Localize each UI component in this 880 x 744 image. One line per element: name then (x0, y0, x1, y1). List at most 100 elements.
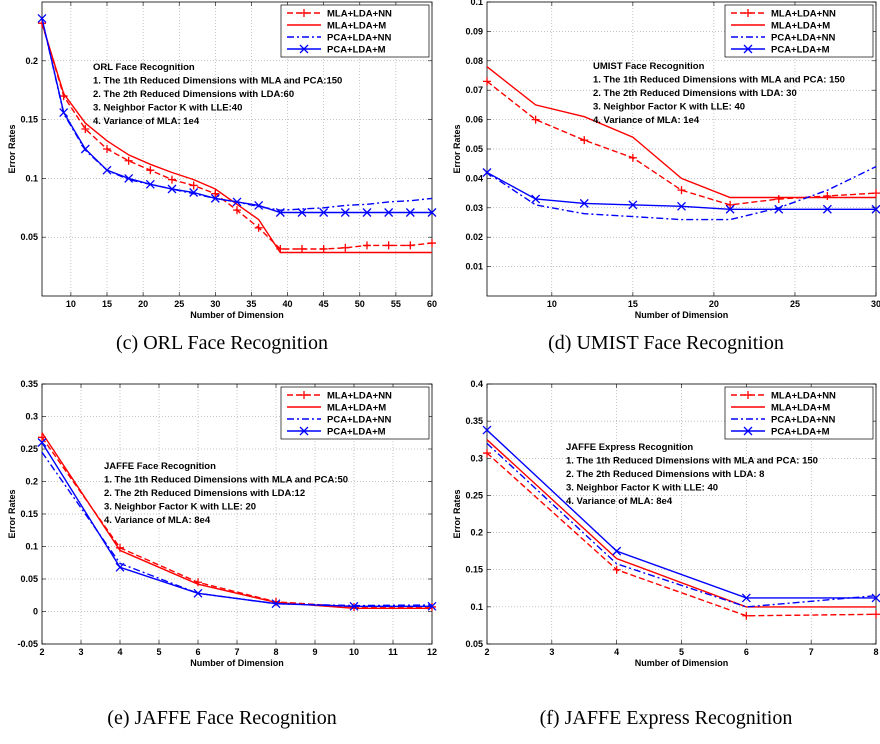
data-point-marker (59, 108, 69, 118)
data-point-marker (427, 208, 437, 217)
x-tick-label: 3 (78, 647, 83, 657)
x-tick-label: 25 (790, 299, 800, 309)
data-point-marker (37, 14, 47, 23)
y-tick-label: 0.03 (465, 203, 483, 213)
x-tick-label: 12 (427, 647, 437, 657)
data-point-marker (405, 208, 415, 217)
x-tick-label: 4 (117, 647, 122, 657)
data-point-marker (531, 115, 540, 124)
y-tick-label: -0.05 (17, 639, 38, 649)
chart-annotation: 4. Variance of MLA: 1e4 (593, 115, 700, 126)
y-tick-label: 0.07 (465, 85, 483, 95)
data-point-marker (482, 425, 492, 435)
data-point-marker (211, 189, 220, 198)
data-point-marker (81, 125, 90, 134)
y-axis-label: Error Rates (7, 489, 17, 538)
data-point-marker (189, 188, 199, 197)
data-point-marker (871, 593, 880, 603)
data-point-marker (189, 181, 198, 190)
legend-entry: MLA+LDA+NN (327, 9, 392, 20)
x-tick-label: 9 (312, 647, 317, 657)
y-tick-label: 0.15 (465, 565, 483, 575)
series-line-mla-lda-m (41, 22, 432, 254)
legend-entry: PCA+LDA+M (327, 45, 386, 56)
y-tick-label: 0 (33, 607, 38, 617)
series-line-pca-lda-m (41, 442, 432, 607)
data-point-marker (483, 449, 491, 458)
legend-entry: PCA+LDA+NN (327, 415, 392, 426)
data-point-marker (483, 77, 491, 86)
chart-annotation: 1. The 1th Reduced Dimensions with MLA a… (566, 456, 818, 467)
y-tick-label: 0.15 (20, 115, 38, 125)
x-tick-label: 50 (355, 299, 365, 309)
legend-marker (743, 44, 753, 54)
chart-annotation: 3. Neighbor Factor K with LLE:40 (93, 103, 242, 114)
data-point-marker (677, 201, 686, 211)
chart-annotation: ORL Face Recognition (93, 62, 195, 73)
legend-entry: MLA+LDA+M (771, 403, 830, 414)
figure-caption: (d) UMIST Face Recognition (548, 332, 784, 354)
x-tick-label: 10 (66, 299, 76, 309)
y-tick-label: 0.01 (465, 262, 483, 272)
chart-annotation: 2. The 2th Reduced Dimensions with LDA:1… (104, 488, 305, 499)
x-tick-label: 35 (246, 299, 256, 309)
x-tick-label: 2 (484, 647, 489, 657)
legend-entry: PCA+LDA+NN (327, 33, 392, 44)
legend-entry: MLA+LDA+M (327, 403, 386, 414)
y-axis-label: Error Rates (452, 124, 462, 173)
data-point-marker (363, 241, 371, 250)
data-point-marker (384, 241, 393, 250)
data-point-marker (232, 197, 242, 207)
figure-caption: (e) JAFFE Face Recognition (107, 707, 336, 729)
legend-entry: MLA+LDA+NN (771, 391, 836, 402)
data-point-marker (37, 438, 47, 447)
y-tick-label: 0.08 (465, 56, 483, 66)
y-tick-label: 0.05 (20, 232, 38, 242)
chart-annotation: UMIST Face Recognition (593, 61, 705, 72)
axes-frame (41, 1, 433, 297)
data-point-marker (103, 145, 111, 153)
data-point-marker (210, 193, 220, 203)
data-point-marker (628, 153, 637, 162)
legend-marker (743, 426, 753, 436)
legend-entry: MLA+LDA+M (327, 21, 386, 32)
data-point-marker (349, 601, 359, 611)
data-point-marker (124, 173, 134, 183)
x-tick-label: 20 (709, 299, 719, 309)
chart-panel-0: 10 15 20 25 30 35 40 45 50 55 60 0.05 0.1 0.15 0.2 Numb… (7, 1, 437, 354)
x-tick-label: 5 (679, 647, 684, 657)
series-line-mla-lda-m (41, 432, 432, 609)
data-point-marker (167, 184, 177, 194)
legend-entry: PCA+LDA+NN (771, 33, 836, 44)
data-point-marker (233, 206, 241, 215)
data-point-marker (168, 175, 176, 184)
data-point-marker (871, 204, 880, 214)
y-tick-label: 0.1 (470, 0, 483, 7)
data-point-marker (612, 546, 622, 556)
x-tick-label: 6 (195, 647, 200, 657)
data-point-marker (271, 599, 281, 609)
data-point-marker (124, 156, 133, 165)
x-tick-label: 40 (283, 299, 293, 309)
y-tick-label: 0.4 (470, 379, 483, 389)
data-point-marker (319, 208, 329, 217)
x-tick-label: 45 (319, 299, 329, 309)
legend-marker (299, 426, 309, 436)
data-point-marker (362, 208, 372, 217)
legend-marker (744, 9, 752, 17)
data-point-marker (612, 565, 621, 574)
y-tick-label: 0.04 (465, 173, 483, 183)
chart-annotation: 3. Neighbor Factor K with LLE: 20 (104, 502, 256, 513)
chart-annotation: 2. The 2th Reduced Dimensions with LDA: … (593, 88, 797, 99)
x-axis-label: Number of Dimension (635, 658, 729, 668)
data-point-marker (822, 204, 832, 214)
y-tick-label: 0.05 (465, 144, 483, 154)
legend-marker (300, 391, 308, 399)
x-tick-label: 25 (174, 299, 184, 309)
data-point-marker (428, 239, 436, 248)
chart-annotation: 2. The 2th Reduced Dimensions with LDA:6… (93, 89, 294, 100)
